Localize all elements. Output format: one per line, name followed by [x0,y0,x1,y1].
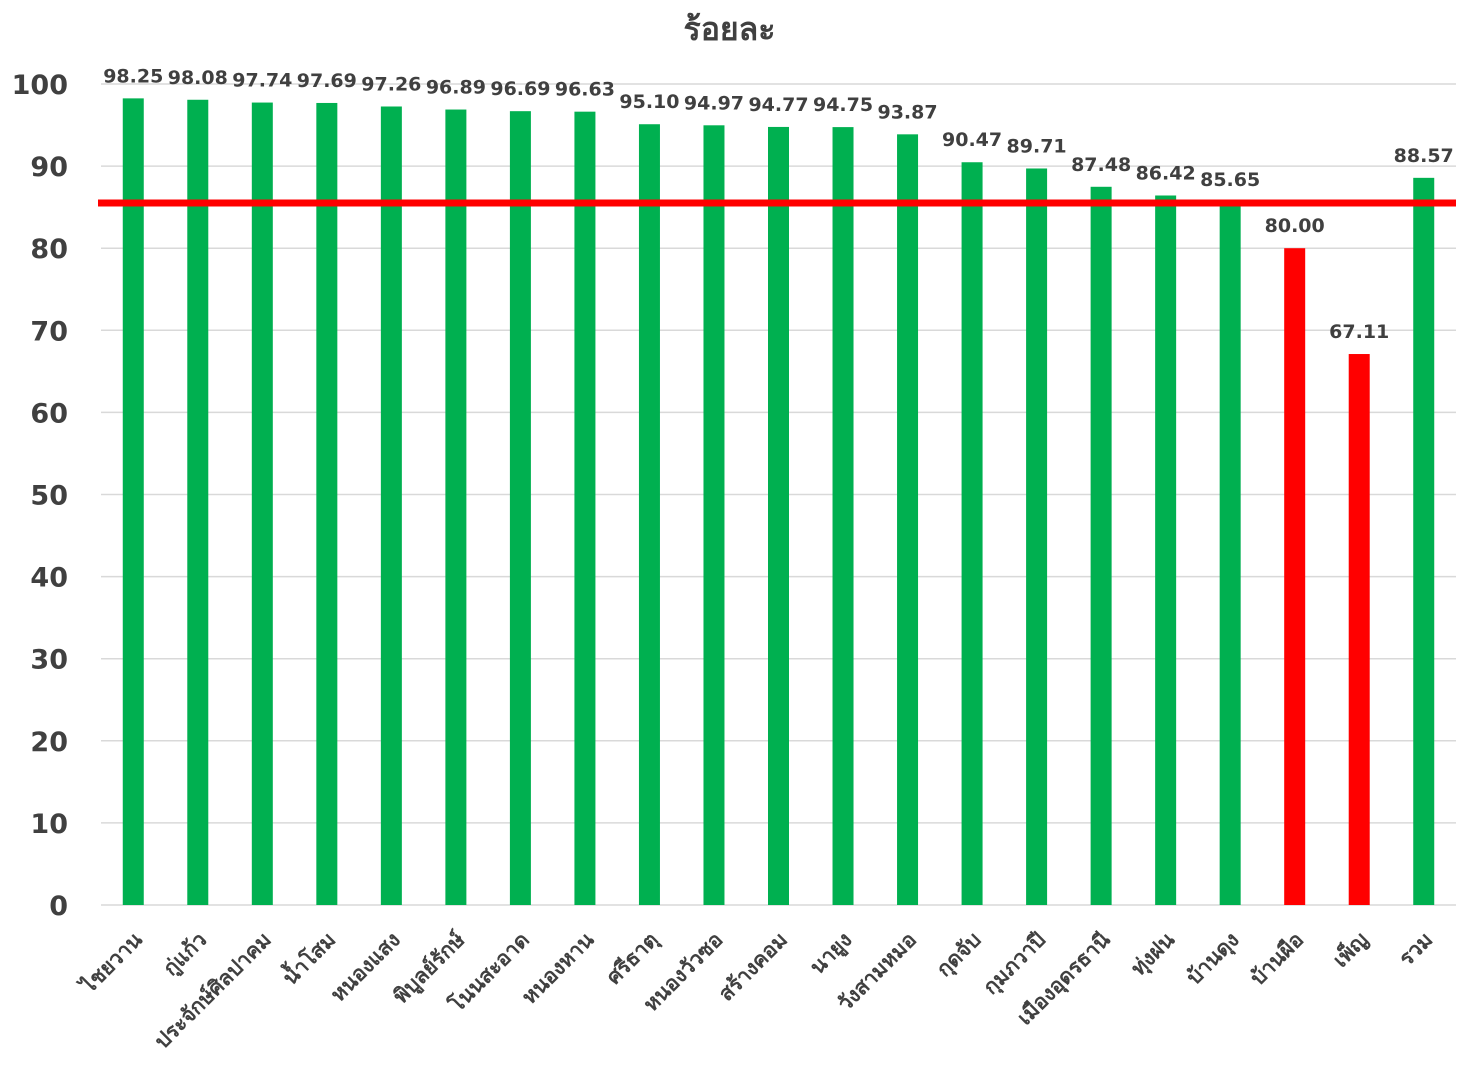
y-tick-label: 60 [30,398,68,429]
x-tick-label: รวม [1394,928,1437,971]
x-tick-label: ประจักษ์ศิลปาคม [150,928,276,1054]
data-label: 97.26 [361,73,421,95]
bar [445,109,467,906]
y-axis-ticks: 0 10 20 30 40 50 60 70 80 90 100 [12,70,68,922]
data-label: 98.08 [168,67,228,89]
bar [1155,195,1177,905]
x-tick-label: ศรีธาตุ [602,928,665,991]
bar [1284,248,1306,905]
data-label: 96.69 [490,78,550,100]
data-label: 96.63 [555,79,615,101]
bar [832,127,854,906]
bar [638,124,660,905]
bar [1348,354,1370,906]
bar [251,102,273,905]
data-label: 94.75 [813,94,873,116]
bar [380,106,402,905]
data-labels: 98.25 98.08 97.74 97.69 97.26 96.89 96.69 96.63… [103,65,1454,343]
x-tick-label: หนองหาน [517,927,599,1009]
data-label: 97.69 [297,70,357,92]
data-label: 95.10 [619,91,679,113]
data-label: 80.00 [1265,215,1325,237]
x-tick-label: กุดจับ [932,928,987,983]
data-label: 94.77 [748,94,808,116]
x-tick-label: เพ็ญ [1327,926,1374,973]
bar [316,102,338,906]
data-label: 98.25 [103,65,163,87]
x-tick-label: นายูง [805,928,858,981]
bar [1413,177,1435,905]
bar [574,111,596,905]
bar [961,162,983,905]
data-label: 93.87 [877,101,937,123]
bar [1219,201,1241,906]
y-tick-label: 80 [30,234,68,265]
x-tick-label: กู่แก้ว [158,928,212,982]
data-label: 88.57 [1394,145,1454,167]
bar [122,98,144,906]
y-tick-label: 90 [30,152,68,183]
y-tick-label: 70 [30,316,68,347]
bar [1026,168,1048,905]
x-tick-label: น้ำโสม [275,925,340,990]
bar [1090,186,1112,906]
y-tick-label: 40 [30,563,68,594]
bar [897,134,919,906]
y-tick-label: 10 [30,809,68,840]
x-tick-label: ทุ่งฝน [1126,927,1181,982]
data-label: 94.97 [684,92,744,114]
data-label: 96.89 [426,77,486,99]
x-tick-label: บ้านดุง [1182,928,1245,991]
y-tick-label: 30 [30,645,68,676]
y-tick-label: 0 [49,891,68,922]
data-label: 85.65 [1200,169,1260,191]
bar [768,126,789,906]
bar [509,111,531,905]
y-tick-label: 50 [30,481,68,512]
data-label: 86.42 [1136,162,1196,184]
chart-title: ร้อยละ [683,10,776,48]
data-label: 67.11 [1329,321,1389,343]
bar [187,99,209,906]
y-tick-label: 100 [12,70,68,101]
x-tick-label: ไชยวาน [75,926,148,999]
data-label: 90.47 [942,129,1002,151]
x-tick-label: สร้างคอม [714,928,792,1006]
bar [703,125,725,905]
bars [122,98,1435,906]
data-label: 97.74 [232,70,292,92]
data-label: 89.71 [1007,135,1067,157]
data-label: 87.48 [1071,154,1131,176]
x-tick-label: บ้านผือ [1246,928,1309,991]
y-tick-label: 20 [30,727,68,758]
